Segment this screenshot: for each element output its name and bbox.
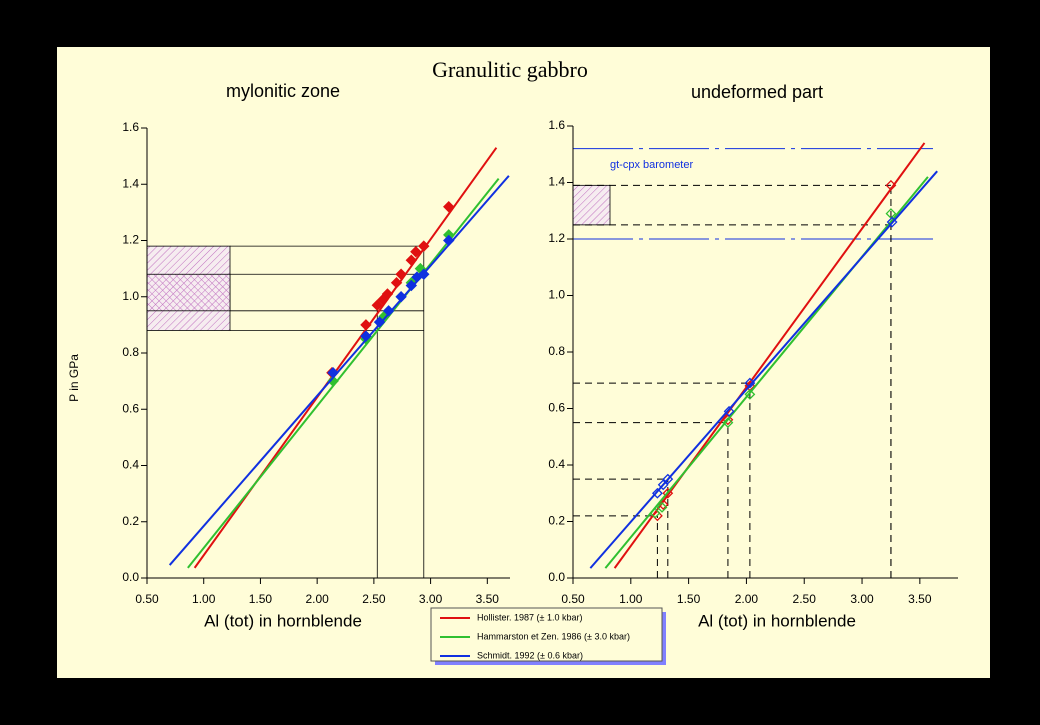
y-tick-label: 0.0 — [122, 570, 139, 584]
x-tick-label: 3.50 — [908, 592, 932, 606]
panel — [57, 47, 990, 678]
point — [360, 319, 372, 331]
y-tick-label: 1.0 — [548, 288, 565, 302]
point — [649, 507, 661, 519]
point — [381, 288, 394, 300]
y-tick-label: 1.2 — [548, 231, 565, 245]
y-tick-label: 0.2 — [122, 514, 139, 528]
legend-label: Schmidt. 1992 (± 0.6 kbar) — [477, 650, 583, 660]
point — [360, 330, 372, 342]
x-tick-label: 1.50 — [677, 592, 701, 606]
y-tick-label: 0.6 — [122, 401, 139, 415]
x-axis-label: Al (tot) in hornblende — [204, 611, 362, 630]
overlap-band — [146, 273, 231, 312]
point — [886, 216, 898, 228]
y-axis-label: P in GPa — [67, 354, 81, 402]
x-tick-label: 0.50 — [135, 592, 159, 606]
point — [382, 305, 395, 317]
fit-line — [589, 170, 938, 569]
x-axis-label: Al (tot) in hornblende — [698, 611, 856, 630]
point — [651, 487, 663, 499]
point — [395, 291, 407, 303]
y-tick-label: 0.4 — [548, 457, 565, 471]
y-tick-label: 0.6 — [548, 401, 565, 415]
point — [651, 510, 663, 522]
point — [410, 246, 422, 258]
fit-line — [613, 142, 926, 569]
point — [418, 268, 430, 280]
point — [662, 473, 674, 485]
barometer-box — [572, 184, 611, 226]
point — [722, 414, 734, 426]
x-tick-label: 2.50 — [793, 592, 817, 606]
legend-label: Hollister. 1987 (± 1.0 kbar) — [477, 612, 583, 622]
point — [657, 479, 669, 491]
x-tick-label: 2.00 — [305, 592, 329, 606]
y-tick-label: 1.4 — [548, 175, 565, 189]
point — [723, 405, 735, 417]
point — [327, 375, 339, 387]
y-tick-label: 0.8 — [122, 345, 139, 359]
x-tick-label: 1.50 — [249, 592, 273, 606]
x-tick-label: 3.00 — [850, 592, 874, 606]
point — [443, 234, 455, 247]
legend: Hollister. 1987 (± 1.0 kbar) Hammarston e… — [430, 607, 666, 665]
x-tick-label: 3.50 — [476, 592, 500, 606]
x-tick-label: 1.00 — [192, 592, 216, 606]
point — [405, 279, 418, 292]
point — [373, 316, 386, 328]
x-tick-label: 3.00 — [419, 592, 443, 606]
chart-title: undeformed part — [691, 82, 823, 102]
point — [390, 276, 403, 289]
point — [443, 201, 455, 213]
y-tick-label: 0.8 — [548, 344, 565, 358]
y-tick-label: 1.6 — [122, 120, 139, 134]
point — [405, 254, 418, 266]
y-tick-label: 0.2 — [548, 514, 565, 528]
barometer-label: gt-cpx barometer — [610, 159, 693, 171]
y-tick-label: 1.6 — [548, 118, 565, 132]
point — [656, 501, 668, 513]
main-title: Granulitic gabbro — [432, 57, 588, 82]
legend-box — [430, 607, 663, 662]
point — [395, 268, 407, 280]
point — [371, 299, 383, 311]
point — [722, 417, 734, 429]
point — [418, 240, 430, 252]
x-tick-label: 2.00 — [735, 592, 759, 606]
x-tick-label: 0.50 — [561, 592, 585, 606]
y-tick-label: 1.4 — [122, 176, 139, 190]
legend-label: Hammarston et Zen. 1986 (± 3.0 kbar) — [477, 631, 630, 641]
point — [744, 388, 756, 400]
y-tick-label: 0.4 — [122, 458, 139, 472]
point — [744, 377, 756, 389]
point — [662, 487, 674, 499]
point — [885, 179, 897, 191]
chart-title: mylonitic zone — [226, 81, 340, 101]
x-tick-label: 2.50 — [362, 592, 386, 606]
x-tick-label: 1.00 — [619, 592, 643, 606]
y-tick-label: 1.0 — [122, 289, 139, 303]
y-tick-label: 0.0 — [548, 570, 565, 584]
point — [327, 366, 339, 379]
y-tick-label: 1.2 — [122, 233, 139, 247]
